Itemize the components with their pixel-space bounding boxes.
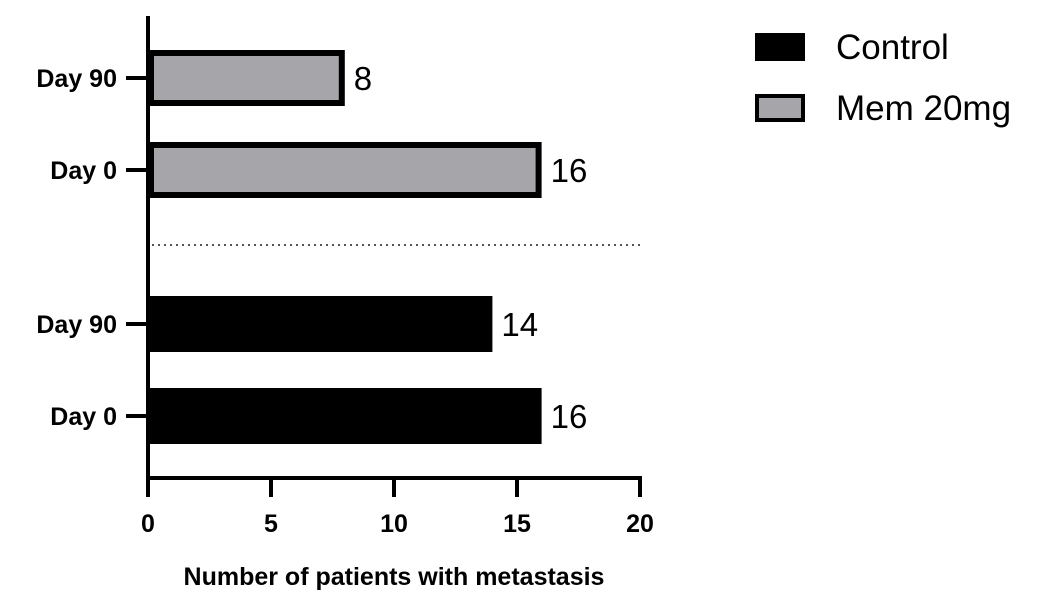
legend: Control Mem 20mg	[755, 28, 1011, 128]
data-label: 16	[551, 152, 588, 189]
category-label: Day 90	[36, 311, 117, 339]
data-label: 8	[354, 60, 372, 97]
bar	[148, 142, 542, 198]
category-labels: Day 90 Day 0 Day 90 Day 0	[36, 65, 148, 431]
x-ticks: 0 5 10 15 20	[141, 476, 654, 538]
bar	[148, 50, 345, 106]
x-tick-label: 20	[626, 510, 654, 538]
x-tick-label: 10	[380, 510, 408, 538]
legend-label: Control	[836, 28, 949, 67]
data-label: 14	[501, 306, 538, 343]
category-label: Day 90	[36, 65, 117, 93]
category-label: Day 0	[50, 157, 117, 185]
x-tick-label: 0	[141, 510, 155, 538]
category-label: Day 0	[50, 403, 117, 431]
bar	[148, 296, 493, 352]
legend-swatch	[755, 94, 805, 122]
data-label: 16	[551, 398, 588, 435]
labels-layer: 8 16 14 16	[354, 60, 588, 435]
x-tick-label: 15	[503, 510, 531, 538]
legend-label: Mem 20mg	[836, 89, 1011, 128]
x-tick-label: 5	[264, 510, 278, 538]
bars-layer	[148, 50, 542, 444]
legend-swatch	[755, 33, 805, 61]
bar	[148, 388, 542, 444]
x-axis-title: Number of patients with metastasis	[184, 563, 605, 591]
